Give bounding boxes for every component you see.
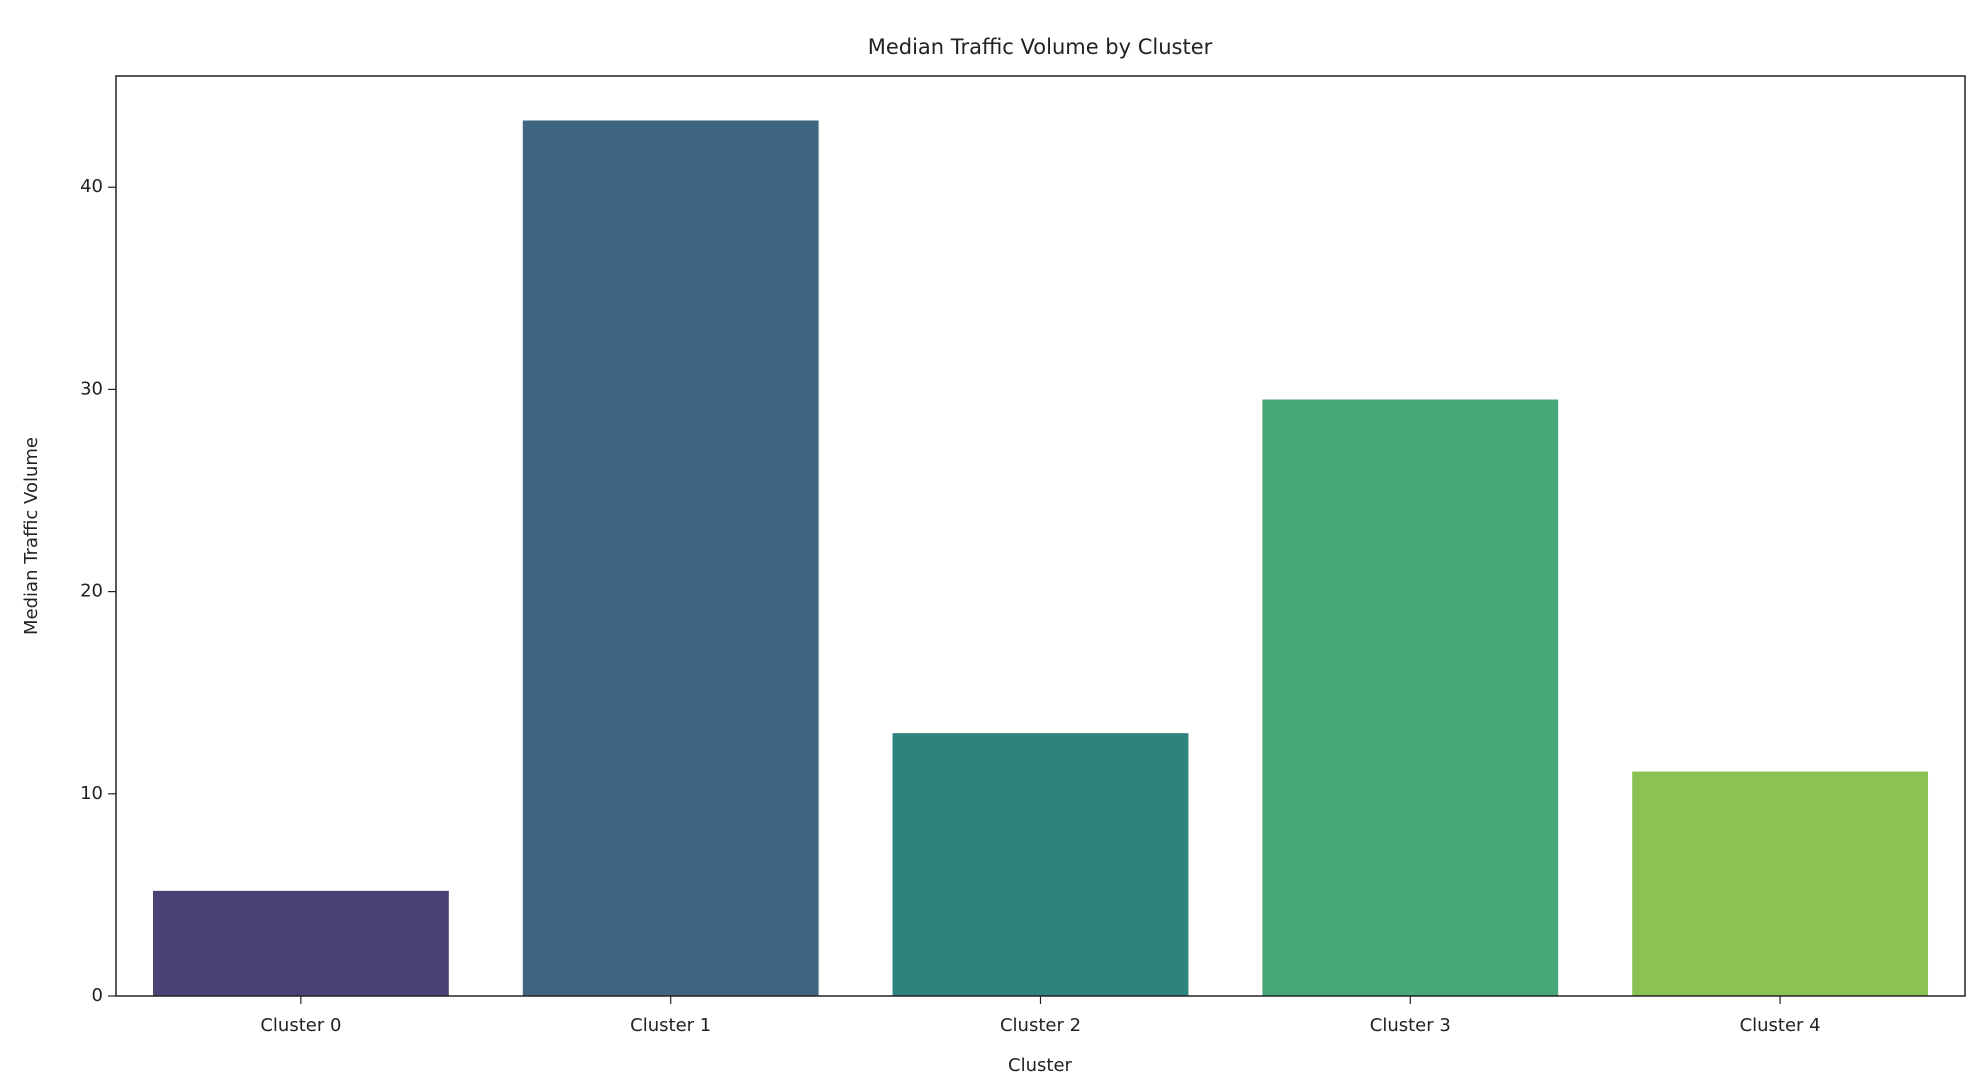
y-tick-label: 10 <box>80 783 103 804</box>
y-axis-label: Median Traffic Volume <box>21 437 42 635</box>
x-tick-label: Cluster 3 <box>1370 1015 1451 1036</box>
x-tick-label: Cluster 2 <box>1000 1015 1081 1036</box>
bar <box>1262 399 1559 996</box>
x-tick-label: Cluster 0 <box>260 1015 341 1036</box>
y-tick-label: 40 <box>80 176 103 197</box>
bar <box>892 733 1189 996</box>
y-tick-label: 20 <box>80 581 103 602</box>
y-tick-label: 30 <box>80 378 103 399</box>
x-tick-label: Cluster 4 <box>1740 1015 1821 1036</box>
x-axis-label: Cluster <box>1008 1055 1072 1076</box>
bar <box>152 890 449 996</box>
x-tick-label: Cluster 1 <box>630 1015 711 1036</box>
bar <box>1632 771 1929 996</box>
chart-title: Median Traffic Volume by Cluster <box>868 35 1213 59</box>
y-tick-label: 0 <box>92 985 103 1006</box>
bar <box>522 120 819 996</box>
plot-frame <box>115 75 1966 997</box>
